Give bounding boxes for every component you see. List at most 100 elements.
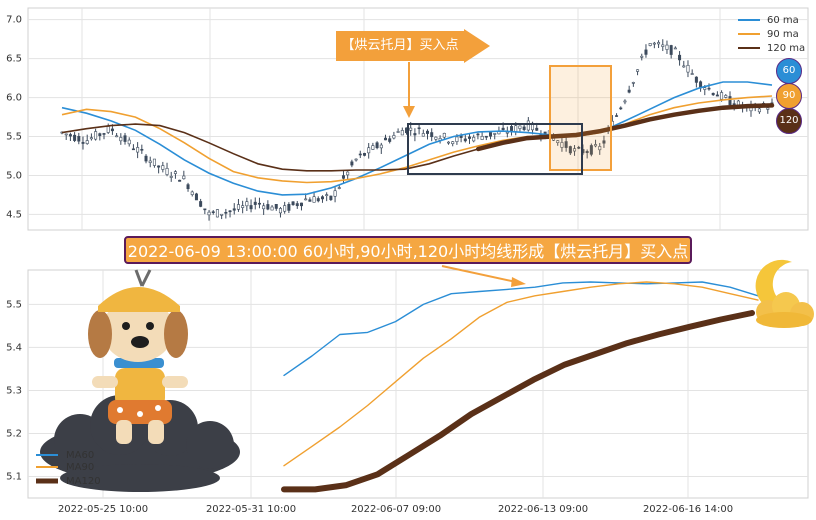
candle-body — [312, 196, 316, 203]
candle-body — [144, 155, 148, 162]
candle-body — [686, 65, 690, 73]
candle-body — [480, 136, 484, 140]
candle-body — [291, 201, 295, 206]
candle-body — [211, 211, 215, 214]
candle-body — [333, 190, 337, 197]
legend-label-ma120: MA120 — [66, 476, 101, 487]
candle-body — [224, 211, 228, 214]
candle-body — [73, 134, 77, 141]
candle-body — [694, 76, 698, 83]
legend-label-ma60: MA60 — [66, 450, 94, 461]
breakout-highlight-box — [549, 65, 612, 171]
candle-body — [518, 125, 522, 129]
top-ma120-highlight — [475, 103, 775, 152]
candle-body — [89, 137, 93, 140]
candle-body — [757, 108, 761, 113]
candle-body — [81, 142, 85, 144]
candle-body — [115, 135, 119, 138]
candle-body — [715, 94, 719, 97]
candle-body — [514, 125, 518, 132]
candle-body — [85, 140, 89, 144]
candle-body — [430, 132, 434, 138]
bottom-moving-averages — [281, 281, 759, 493]
candle-body — [421, 133, 425, 137]
candle-body — [127, 139, 131, 145]
bottom-ma-line-MA120 — [281, 310, 755, 493]
candle-body — [182, 175, 186, 180]
candle-body — [207, 211, 211, 216]
candle-body — [157, 165, 161, 168]
top-y-tick-label: 5.0 — [6, 170, 22, 181]
candle-body — [165, 168, 169, 175]
candle-body — [728, 96, 732, 106]
candle-body — [472, 136, 476, 142]
candle-body — [648, 43, 652, 46]
candle-body — [678, 54, 682, 61]
candle-body — [585, 151, 589, 153]
bottom-legend: MA60 MA90 MA120 — [36, 450, 101, 487]
candle-body — [203, 208, 207, 211]
banner-pointer-line — [441, 265, 517, 283]
candle-body — [379, 144, 383, 149]
bottom-ma-line-MA90 — [283, 281, 759, 467]
candle-body — [140, 148, 144, 151]
candle-body — [409, 127, 413, 131]
candle-body — [148, 160, 152, 163]
candle-body — [673, 47, 677, 50]
candle-body — [501, 127, 505, 131]
legend-label-ma90: MA90 — [66, 462, 94, 473]
signal-banner: 2022-06-09 13:00:00 60小时,90小时,120小时均线形成【… — [124, 236, 692, 264]
candle-body — [350, 161, 354, 166]
candle-body — [228, 210, 232, 213]
candle-body — [173, 171, 177, 174]
candle-body — [636, 69, 640, 72]
candle-body — [724, 95, 728, 98]
candle-body — [283, 205, 287, 212]
candle-body — [388, 138, 392, 142]
candle-body — [270, 206, 274, 211]
candle-body — [489, 132, 493, 137]
candle-body — [337, 187, 341, 189]
down-arrow-icon — [403, 106, 415, 118]
candle-body — [413, 133, 417, 136]
candle-body — [262, 205, 266, 210]
candle-body — [308, 199, 312, 202]
callout-arrow-icon — [464, 29, 490, 63]
candle-body — [463, 138, 467, 142]
candle-body — [665, 44, 669, 50]
candle-body — [341, 175, 345, 179]
bottom-ma-line-MA60 — [283, 281, 759, 377]
candle-body — [199, 201, 203, 207]
candle-body — [329, 195, 333, 200]
candle-body — [362, 153, 366, 156]
legend-label-90: 90 ma — [767, 29, 799, 40]
bottom-y-tick-label: 5.2 — [6, 428, 22, 439]
candle-body — [619, 107, 623, 110]
top-ma-line-90-ma — [61, 95, 773, 184]
candle-body — [493, 133, 497, 135]
candle-body — [354, 158, 358, 161]
candle-body — [119, 137, 123, 142]
candle-body — [442, 132, 446, 138]
candle-body — [215, 209, 219, 218]
candle-body — [447, 141, 451, 144]
candle-body — [106, 126, 110, 133]
bottom-x-tick-label: 2022-06-16 14:00 — [643, 504, 733, 515]
candle-body — [316, 198, 320, 202]
candle-body — [123, 135, 127, 142]
candle-body — [426, 130, 430, 134]
candle-body — [640, 55, 644, 58]
candle-body — [661, 44, 665, 47]
candle-body — [266, 204, 270, 210]
candle-body — [434, 136, 438, 140]
candle-body — [577, 147, 581, 149]
candle-body — [623, 100, 627, 103]
candle-body — [690, 73, 694, 75]
candle-body — [136, 147, 140, 153]
candle-body — [560, 142, 564, 148]
badge-90: 90 — [776, 83, 802, 109]
candle-body — [396, 131, 400, 133]
candle-body — [455, 136, 459, 142]
candle-body — [236, 204, 240, 210]
candle-body — [556, 140, 560, 144]
